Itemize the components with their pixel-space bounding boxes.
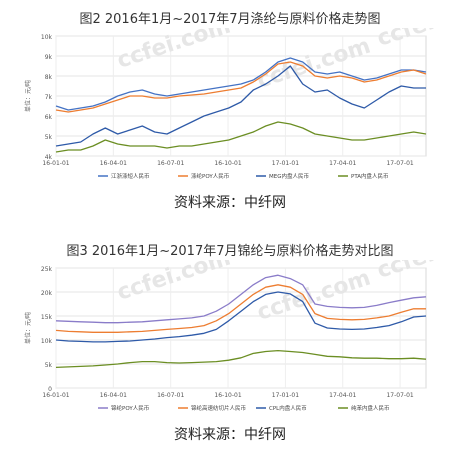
y-tick-label: 25k — [41, 266, 53, 273]
y-axis-label: 单位：元/吨 — [24, 80, 32, 112]
y-axis-label: 单位：元/吨 — [24, 312, 32, 344]
y-tick-label: 8k — [45, 74, 53, 81]
series-line-3 — [55, 291, 427, 343]
x-tick-label: 16-01-01 — [42, 392, 69, 399]
y-tick-label: 4k — [45, 154, 53, 161]
x-tick-label: 16-04-01 — [100, 392, 127, 399]
y-tick-label: 6k — [45, 114, 53, 121]
legend-label: PTA内盘人民币 — [351, 172, 389, 180]
figure-2-source: 资料来源：中纤网 — [174, 195, 286, 211]
series-line-2 — [55, 61, 427, 113]
series-line-4 — [55, 121, 427, 153]
y-tick-label: 9k — [45, 54, 53, 61]
y-tick-label: 7k — [45, 94, 53, 101]
legend-label: 锦纶高速纺切片人民币 — [191, 404, 247, 412]
legend-label: 涤纶POY人民币 — [191, 172, 230, 180]
y-tick-label: 5k — [45, 134, 53, 141]
x-tick-label: 16-04-01 — [100, 160, 127, 167]
x-tick-label: 16-07-01 — [157, 392, 184, 399]
figure-3-source: 资料来源：中纤网 — [174, 427, 286, 443]
y-tick-label: 5k — [45, 362, 53, 369]
x-tick-label: 17-01-01 — [272, 392, 299, 399]
series-line-2 — [55, 284, 426, 333]
x-tick-label: 16-10-01 — [214, 160, 241, 167]
x-tick-label: 17-01-01 — [272, 160, 299, 167]
plot-area — [55, 267, 427, 389]
chart-3: 0 5k 10k 15k 20k 25k 16-01-01 16-04-01 16-07-01 1… — [24, 260, 460, 412]
figure-2-title: 图2 2016年1月~2017年7月涤纶与原料价格走势图 — [79, 12, 381, 27]
legend-label: 锦纶POY人民币 — [111, 404, 150, 412]
y-tick-label: 20k — [41, 290, 53, 297]
x-tick-label: 16-01-01 — [42, 160, 69, 167]
series-line-1 — [55, 274, 427, 324]
y-tick-label: 10k — [41, 338, 53, 345]
figure-3-title: 图3 2016年1月~2017年7月锦纶与原料价格走势对比图 — [66, 244, 394, 259]
y-tick-label: 10k — [41, 34, 53, 41]
x-tick-label: 17-07-01 — [386, 392, 413, 399]
x-tick-label: 17-04-01 — [329, 392, 356, 399]
series-line-1 — [55, 57, 427, 111]
x-tick-label: 17-07-01 — [386, 160, 413, 167]
x-tick-label: 16-10-01 — [214, 392, 241, 399]
series-line-3 — [55, 65, 426, 147]
y-tick-label: 15k — [41, 314, 53, 321]
chart-2: 4k 5k 6k 7k 8k 9k 10k 16-01-01 16-04-01 16-07-01 1… — [24, 28, 460, 180]
legend-label: 纯苯内盘人民币 — [351, 404, 390, 412]
x-tick-label: 16-07-01 — [157, 160, 184, 167]
legend-label: CPL内盘人民币 — [269, 404, 307, 412]
y-tick-label: 0 — [48, 386, 52, 393]
series-line-4 — [55, 349, 427, 369]
x-tick-label: 17-04-01 — [329, 160, 356, 167]
legend-label: 江浙涤短人民币 — [111, 172, 150, 180]
legend-label: MEG内盘人民币 — [269, 172, 309, 180]
